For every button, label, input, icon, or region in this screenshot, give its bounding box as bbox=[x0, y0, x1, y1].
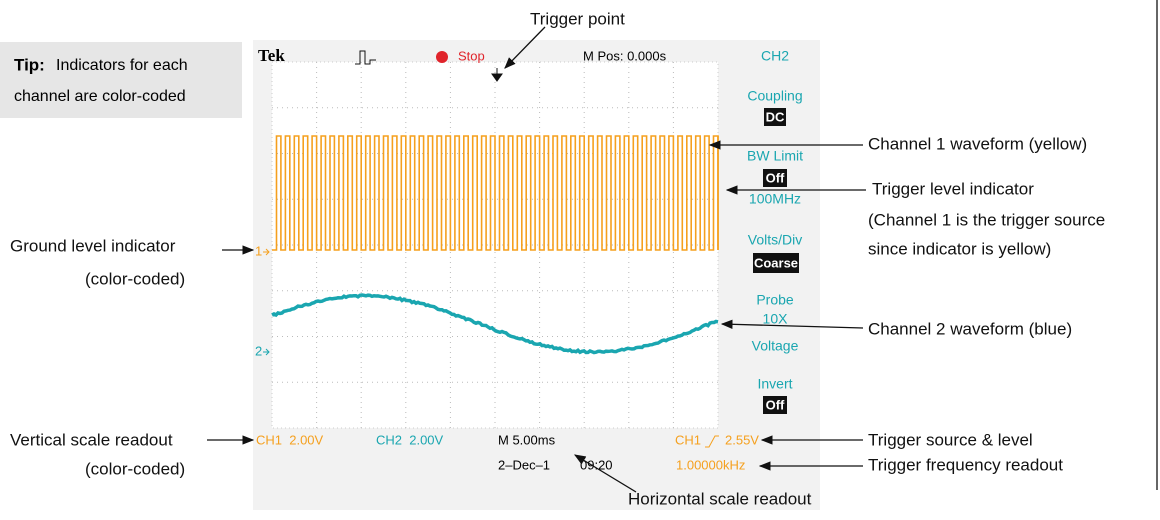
menu-label: Coupling bbox=[747, 88, 802, 104]
menu-extra: 100MHz bbox=[749, 191, 801, 207]
tip-label: Tip: bbox=[14, 55, 45, 74]
trigger-level: 2.55V bbox=[725, 432, 759, 447]
callout-text: (color-coded) bbox=[85, 459, 185, 478]
position: M Pos: 0.000s bbox=[583, 48, 667, 63]
callout-text: Trigger source & level bbox=[868, 430, 1033, 449]
callout-text: (Channel 1 is the trigger source bbox=[868, 210, 1105, 229]
callout-text: Channel 2 waveform (blue) bbox=[868, 319, 1072, 338]
menu-label: Probe bbox=[756, 292, 794, 308]
menu-title: CH2 bbox=[761, 48, 789, 64]
ch1-waveform bbox=[272, 136, 718, 250]
ground-marker: 2 bbox=[255, 343, 262, 358]
callout-text: Vertical scale readout bbox=[10, 430, 173, 449]
callout-text: (color-coded) bbox=[85, 269, 185, 288]
ch1-scale: CH1 2.00V bbox=[256, 432, 324, 447]
menu-label: Volts/Div bbox=[748, 232, 802, 248]
callout-text: Horizontal scale readout bbox=[628, 489, 812, 508]
trigger-source: CH1 bbox=[675, 432, 701, 447]
time-scale: M 5.00ms bbox=[498, 432, 556, 447]
callout-text: Channel 1 waveform (yellow) bbox=[868, 134, 1087, 153]
callout-text: Ground level indicator bbox=[10, 236, 176, 255]
callout-text: Trigger point bbox=[530, 9, 625, 28]
menu-value: Off bbox=[766, 397, 785, 412]
date: 2–Dec–1 bbox=[498, 457, 550, 472]
brand: Tek bbox=[258, 46, 285, 65]
callout-text: since indicator is yellow) bbox=[868, 239, 1051, 258]
menu-label: BW Limit bbox=[747, 148, 803, 164]
ch2-scale: CH2 2.00V bbox=[376, 432, 444, 447]
time: 09:20 bbox=[580, 457, 613, 472]
stop-icon bbox=[436, 51, 448, 63]
callout-text: Trigger frequency readout bbox=[868, 455, 1063, 474]
menu-value: Coarse bbox=[754, 255, 798, 270]
menu-value: Off bbox=[766, 170, 785, 185]
ground-marker: 1 bbox=[255, 243, 262, 258]
tip-box bbox=[0, 42, 242, 118]
menu-value: 10X bbox=[763, 311, 789, 327]
callout-text: Trigger level indicator bbox=[872, 179, 1034, 198]
frequency: 1.00000kHz bbox=[676, 457, 745, 472]
menu-value: DC bbox=[766, 109, 785, 124]
tip-text: channel are color-coded bbox=[14, 88, 186, 105]
menu-label: Invert bbox=[757, 376, 792, 392]
tip-text: Indicators for each bbox=[56, 57, 188, 74]
figure: Tip: Indicators for each channel are col… bbox=[0, 0, 1160, 515]
menu-extra: Voltage bbox=[752, 338, 799, 354]
status: Stop bbox=[458, 48, 485, 63]
